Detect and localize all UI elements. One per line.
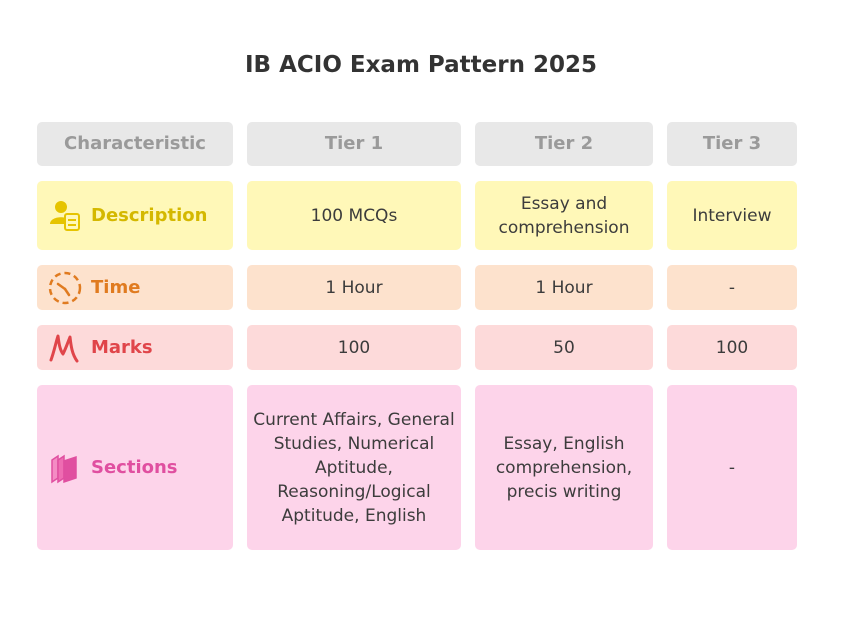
cell-tier3-time: -: [667, 265, 797, 310]
cell-tier1-marks: 100: [247, 325, 461, 370]
cell-tier2-sections: Essay, English comprehension, precis wri…: [475, 385, 653, 550]
header-characteristic: Characteristic: [37, 122, 233, 166]
cell-tier3-description: Interview: [667, 181, 797, 250]
clock-icon: [47, 270, 83, 306]
row-label-sections: Sections: [37, 385, 233, 550]
cell-tier2-description: Essay and comprehension: [475, 181, 653, 250]
cell-tier3-marks: 100: [667, 325, 797, 370]
row-label-text: Sections: [91, 456, 178, 478]
cell-tier3-sections: -: [667, 385, 797, 550]
header-tier-1: Tier 1: [247, 122, 461, 166]
page-title: IB ACIO Exam Pattern 2025: [244, 52, 598, 78]
cell-tier2-time: 1 Hour: [475, 265, 653, 310]
marks-icon: [47, 330, 83, 366]
header-tier-2: Tier 2: [475, 122, 653, 166]
cell-tier1-time: 1 Hour: [247, 265, 461, 310]
row-label-text: Marks: [91, 336, 153, 358]
books-icon: [47, 450, 83, 486]
header-tier-3: Tier 3: [667, 122, 797, 166]
row-label-description: Description: [37, 181, 233, 250]
row-label-marks: Marks: [37, 325, 233, 370]
cell-tier2-marks: 50: [475, 325, 653, 370]
person-document-icon: [47, 198, 83, 234]
row-label-time: Time: [37, 265, 233, 310]
cell-tier1-description: 100 MCQs: [247, 181, 461, 250]
row-label-text: Time: [91, 276, 141, 298]
cell-tier1-sections: Current Affairs, General Studies, Numeri…: [247, 385, 461, 550]
row-label-text: Description: [91, 204, 208, 226]
